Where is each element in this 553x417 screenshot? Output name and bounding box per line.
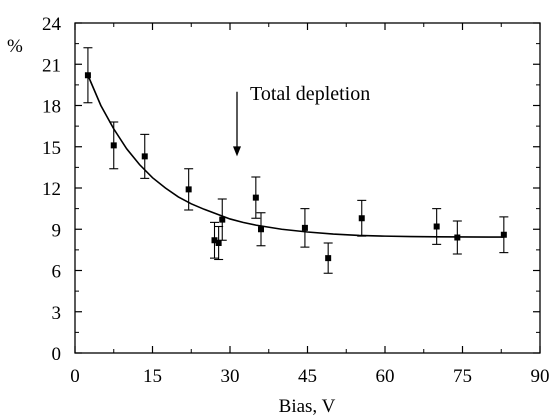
total-depletion-annotation: Total depletion xyxy=(233,83,370,157)
point-marker xyxy=(211,237,218,244)
point-marker xyxy=(84,72,91,79)
plot-frame xyxy=(74,22,541,354)
data-point xyxy=(109,121,119,170)
x-tick-label: 15 xyxy=(143,366,162,387)
annotation-arrow-head xyxy=(233,146,241,157)
x-tick-label: 75 xyxy=(453,366,472,387)
y-tick-label: 18 xyxy=(42,97,61,118)
y-tick-label: 6 xyxy=(52,262,62,283)
point-marker xyxy=(110,142,117,149)
y-axis-label: % xyxy=(7,36,23,57)
y-tick-label: 15 xyxy=(42,138,61,159)
data-points xyxy=(83,47,509,274)
point-marker xyxy=(301,224,308,231)
data-point xyxy=(251,176,261,219)
x-axis-label: Bias, V xyxy=(279,396,336,417)
ticks: 0 15 30 45 60 75 90 0 3 6 9 12 15 18 21 24 xyxy=(42,14,550,387)
data-point xyxy=(83,47,93,104)
point-marker xyxy=(185,186,192,193)
data-point xyxy=(210,221,219,259)
data-point xyxy=(499,216,509,254)
data-point xyxy=(217,198,227,241)
point-marker xyxy=(433,223,440,230)
x-tick-label: 30 xyxy=(221,366,240,387)
y-tick-label: 9 xyxy=(52,220,62,241)
data-point xyxy=(140,133,150,179)
data-point xyxy=(432,208,442,245)
point-marker xyxy=(454,234,461,241)
x-tick-label: 60 xyxy=(376,366,395,387)
data-point xyxy=(357,199,367,237)
data-point xyxy=(323,242,333,274)
fit-curve-layer xyxy=(87,74,504,238)
point-marker xyxy=(500,231,507,238)
point-marker xyxy=(252,194,259,201)
point-marker xyxy=(215,240,222,246)
data-point xyxy=(184,168,194,211)
point-marker xyxy=(358,215,365,222)
y-tick-label: 24 xyxy=(42,14,62,35)
y-tick-label: 0 xyxy=(52,344,62,365)
point-marker xyxy=(141,153,148,160)
x-tick-label: 90 xyxy=(531,366,550,387)
data-point xyxy=(256,212,266,247)
x-tick-label: 0 xyxy=(70,366,80,387)
x-tick-label: 45 xyxy=(298,366,317,387)
data-point xyxy=(300,208,310,248)
point-marker xyxy=(258,226,264,233)
y-tick-label: 21 xyxy=(42,55,61,76)
annotation-text: Total depletion xyxy=(250,83,370,105)
data-point xyxy=(452,220,462,255)
data-point xyxy=(214,225,224,261)
axes xyxy=(74,22,541,354)
point-marker xyxy=(219,216,226,223)
y-tick-label: 12 xyxy=(42,179,61,200)
point-marker xyxy=(325,255,332,262)
y-tick-label: 3 xyxy=(52,303,62,324)
fit-curve xyxy=(87,74,504,238)
